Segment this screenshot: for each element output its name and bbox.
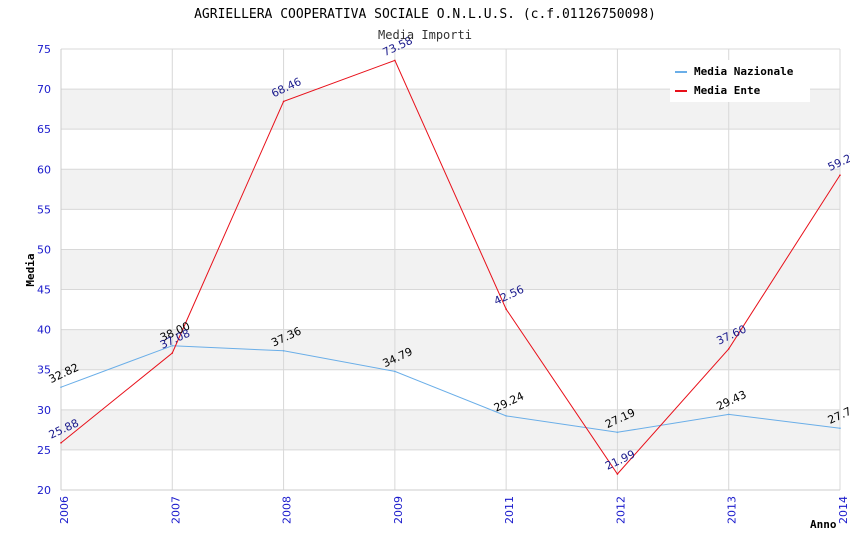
data-point-media-nazionale <box>505 415 507 417</box>
series-lines <box>60 59 841 475</box>
data-point-media-ente <box>60 442 62 444</box>
data-point-media-ente <box>727 348 730 350</box>
axes <box>60 49 840 491</box>
data-point-media-ente <box>171 352 174 354</box>
x-tick-label: 2013 <box>726 496 739 524</box>
y-tick-label: 55 <box>37 203 51 216</box>
data-point-media-nazionale <box>282 350 285 352</box>
series-line-media-ente <box>60 59 841 475</box>
plot-band <box>61 169 840 210</box>
data-point-media-nazionale <box>171 344 174 347</box>
y-tick-label: 40 <box>37 324 51 337</box>
x-tick-label: 2009 <box>392 496 405 524</box>
x-tick-label: 2014 <box>837 496 850 524</box>
legend-label-media-ente: Media Ente <box>694 84 761 97</box>
y-tick-label: 60 <box>37 163 51 176</box>
x-tick-label: 2008 <box>281 496 294 524</box>
y-tick-label: 70 <box>37 83 51 96</box>
data-point-media-nazionale <box>727 413 730 416</box>
data-label-media-ente: 59.27 <box>826 149 850 174</box>
data-point-media-ente <box>839 174 841 176</box>
y-tick-label: 75 <box>37 43 51 56</box>
data-label-media-nazionale: 27.71 <box>826 402 850 427</box>
x-tick-label: 2007 <box>169 496 182 524</box>
data-point-media-ente <box>505 308 507 310</box>
y-tick-labels: 20 25 30 35 40 45 50 55 60 65 70 75 <box>37 43 51 497</box>
plot-band <box>61 249 840 290</box>
legend-box <box>670 60 810 102</box>
data-point-media-nazionale <box>616 431 619 434</box>
y-tick-label: 25 <box>37 444 51 457</box>
chart-title: AGRIELLERA COOPERATIVA SOCIALE O.N.L.U.S… <box>194 7 656 22</box>
data-point-media-nazionale <box>60 386 62 389</box>
plot-band <box>61 409 840 450</box>
plot-band <box>61 329 840 370</box>
x-tick-label: 2006 <box>58 496 71 524</box>
y-tick-label: 45 <box>37 284 51 297</box>
y-tick-label: 65 <box>37 123 51 136</box>
data-point-media-ente <box>394 59 396 62</box>
x-tick-labels: 2006 2007 2008 2009 2011 2012 2013 2014 <box>58 496 850 524</box>
data-label-media-ente: 21.99 <box>603 448 637 473</box>
legend: Media Nazionale Media Ente <box>670 60 810 102</box>
data-point-media-nazionale <box>839 427 841 429</box>
data-point-media-ente <box>282 100 285 103</box>
data-point-media-nazionale <box>394 370 396 373</box>
y-axis-title: Media <box>24 253 37 286</box>
y-tick-label: 20 <box>37 484 51 497</box>
data-point-media-ente <box>616 473 619 475</box>
chart-subtitle: Media Importi <box>378 28 472 42</box>
legend-label-media-nazionale: Media Nazionale <box>694 65 794 78</box>
x-tick-label: 2011 <box>503 496 516 524</box>
series-line-media-nazionale <box>60 345 841 433</box>
y-tick-label: 50 <box>37 243 51 256</box>
y-tick-label: 35 <box>37 364 51 377</box>
x-axis-title: Anno <box>810 518 837 531</box>
y-tick-label: 30 <box>37 404 51 417</box>
plot-background <box>61 89 840 450</box>
x-tick-label: 2012 <box>614 496 627 524</box>
